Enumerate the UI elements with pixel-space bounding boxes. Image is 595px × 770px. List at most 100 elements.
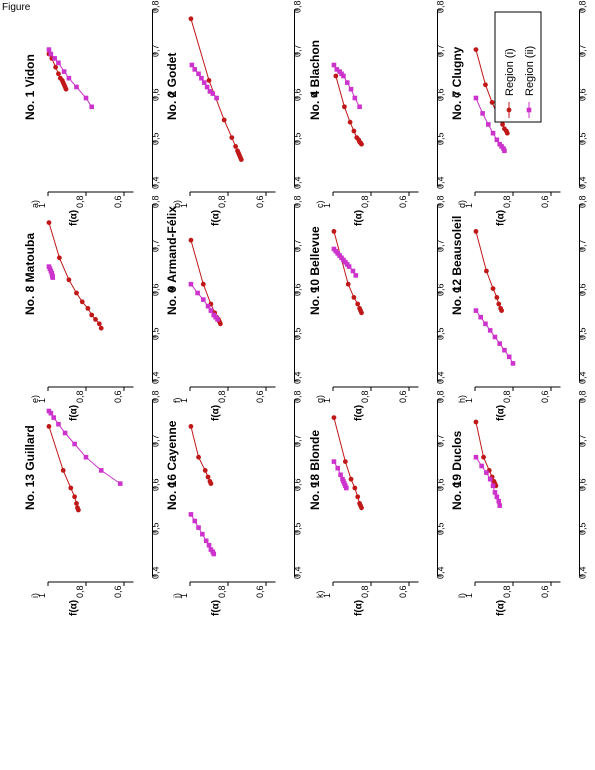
f-tick-label: 0,8 [360,195,370,208]
f-axis-label: f(α) [354,210,365,226]
f-axis-label: f(α) [69,600,80,616]
alpha-tick-label: 0,8 [293,0,303,13]
data-point-region-ii [494,494,500,500]
alpha-tick-label: 0,6 [293,283,303,296]
alpha-axis-label: α [452,481,463,488]
f-axis-label: f(α) [211,210,222,226]
alpha-tick-label: 0,7 [151,434,161,447]
data-point-region-ii [48,410,54,416]
panel-letter: b) [172,200,182,208]
data-point-region-ii [196,525,201,530]
f-tick-label: 0,6 [398,585,408,598]
alpha-axis-label: α [452,286,463,293]
f-tick-label: 1 [37,203,47,208]
data-point-region-ii [352,95,358,101]
f-axis-label: f(α) [211,600,222,616]
panel-letter: j) [172,593,182,599]
data-point-region-ii [83,454,89,460]
data-point-region-i [489,100,495,105]
f-tick-label: 0,8 [502,195,512,208]
data-point-region-ii [188,281,194,287]
data-point-region-ii [83,95,89,101]
panel-title: No. 4 Blachon [308,40,322,120]
data-point-region-ii [56,421,61,427]
alpha-tick-label: 0,6 [436,478,446,491]
data-point-region-i [205,474,211,480]
f-tick-label: 0,8 [75,390,85,403]
data-point-region-i [333,73,339,79]
panel-letter: a) [30,200,40,208]
alpha-tick-label: 0,8 [578,195,588,208]
data-point-region-i [221,117,227,123]
data-point-region-ii [502,347,507,353]
data-point-region-ii [117,481,123,486]
panel-g: 0,4 0,5 0,6 0,7 0,8 α 1 0,8 0,6 f(α) g) No. 10 Bell… [308,195,463,421]
alpha-tick-label: 0,5 [578,522,588,535]
data-point-region-ii [473,454,479,460]
data-point-region-i [53,64,58,70]
data-point-region-i [188,237,194,243]
f-tick-label: 0,6 [398,195,408,208]
series-line-region-ii [48,410,121,485]
data-point-region-i [490,286,496,291]
data-point-region-ii [201,297,206,302]
f-tick-label: 0,6 [540,585,550,598]
alpha-tick-label: 0,4 [578,371,588,384]
series-line-region-i [48,222,102,329]
series-line-region-i [333,417,362,508]
data-point-region-ii [211,551,217,557]
data-point-region-i [57,255,62,261]
data-point-region-i [494,295,500,300]
f-axis-label: f(α) [354,600,365,616]
data-point-region-i [188,16,194,22]
f-axis-label: f(α) [69,405,80,421]
alpha-tick-label: 0,5 [151,522,161,535]
alpha-tick-label: 0,8 [578,390,588,403]
data-point-region-ii [497,341,502,346]
alpha-tick-label: 0,6 [151,283,161,296]
data-point-region-i [342,104,347,110]
alpha-tick-label: 0,5 [436,327,446,340]
panel-letter: f) [172,397,182,403]
data-point-region-i [74,501,79,506]
f-tick-label: 0,6 [255,390,265,403]
f-tick-label: 1 [464,203,474,208]
data-point-region-i [351,128,357,134]
data-point-region-i [342,459,348,464]
data-point-region-ii [210,91,216,96]
f-axis-label: f(α) [211,405,222,421]
alpha-tick-label: 0,4 [293,176,303,189]
data-point-region-ii [331,459,337,464]
data-point-region-i [208,481,214,486]
data-point-region-i [359,141,364,147]
data-point-region-i [56,71,61,77]
data-point-region-ii [492,490,498,495]
alpha-tick-label: 0,7 [293,434,303,447]
alpha-tick-label: 0,4 [151,176,161,189]
f-tick-label: 0,6 [113,585,123,598]
data-point-region-ii [473,308,479,313]
data-point-region-i [196,454,201,460]
series-line-region-i [333,231,362,313]
legend-label-region-ii: Region (ii) [524,46,536,96]
data-point-region-ii [192,518,198,524]
data-point-region-ii [201,80,207,85]
data-point-region-i [98,325,104,331]
alpha-tick-label: 0,6 [436,88,446,101]
alpha-tick-label: 0,5 [293,132,303,145]
alpha-tick-label: 0,4 [293,371,303,384]
f-axis-label: f(α) [496,405,507,421]
alpha-tick-label: 0,5 [293,327,303,340]
f-axis-label: f(α) [69,210,80,226]
alpha-tick-label: 0,5 [436,522,446,535]
data-point-region-ii [196,71,201,77]
f-tick-label: 1 [179,593,189,598]
data-point-region-ii [353,273,359,278]
data-point-region-ii [189,62,195,68]
f-tick-label: 0,8 [75,195,85,208]
data-point-region-i [233,144,239,149]
alpha-axis-label: α [452,91,463,98]
alpha-tick-label: 0,6 [436,283,446,296]
panel-title: No. 16 Cayenne [165,420,179,510]
f-tick-label: 0,8 [217,390,227,403]
